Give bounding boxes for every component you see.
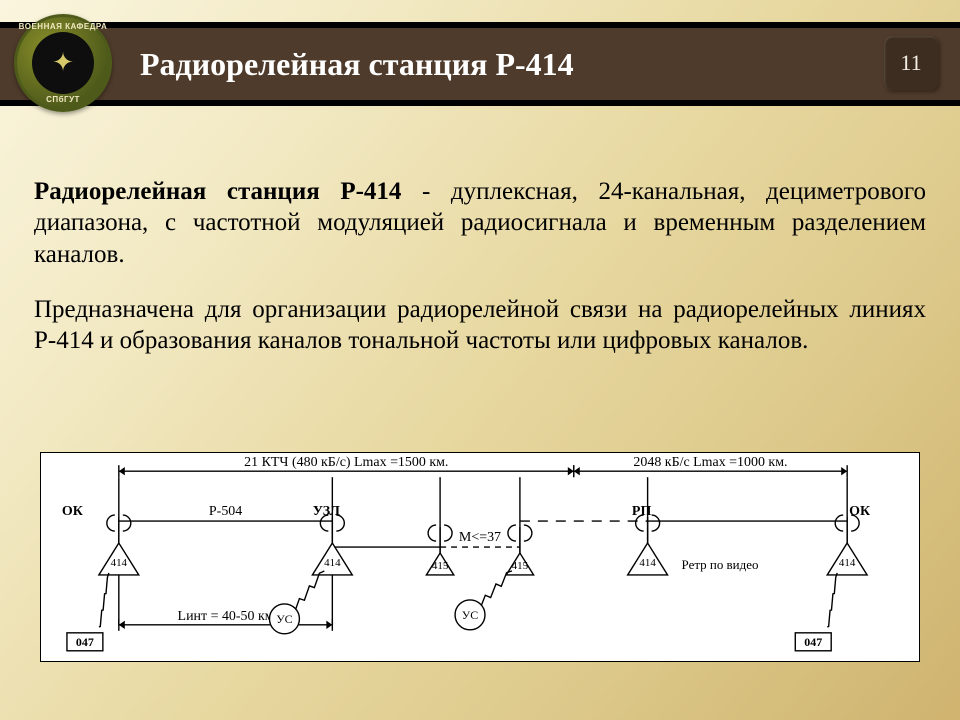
svg-text:414: 414 <box>324 557 341 569</box>
svg-text:21 КТЧ (480 кБ/с) Lmax =15: 21 КТЧ (480 кБ/с) Lmax =1500 км. <box>244 455 448 470</box>
svg-text:РП: РП <box>632 504 652 519</box>
svg-text:2048 кБ/с Lmax =1000 км.: 2048 кБ/с Lmax =1000 км. <box>633 455 787 470</box>
emblem-text-bottom: СПбГУТ <box>17 95 109 104</box>
svg-text:414: 414 <box>839 557 856 569</box>
svg-text:ОК: ОК <box>62 504 83 519</box>
paragraph-1-lead: Радиорелейная станция Р-414 <box>34 178 401 205</box>
paragraph-1: Радиорелейная станция Р-414 - дуплексная… <box>34 176 926 270</box>
svg-text:414: 414 <box>639 557 656 569</box>
svg-text:047: 047 <box>76 635 94 649</box>
emblem-text-top: ВОЕННАЯ КАФЕДРА <box>17 22 109 31</box>
network-diagram: 21 КТЧ (480 кБ/с) Lmax =1500 км. 2048 кБ/… <box>40 452 920 662</box>
svg-text:415: 415 <box>432 560 449 572</box>
svg-text:ОК: ОК <box>849 504 870 519</box>
title-bar-brown: Радиорелейная станция Р-414 <box>0 28 960 100</box>
emblem-badge: ВОЕННАЯ КАФЕДРА ✦ СПбГУТ <box>14 14 112 112</box>
slide: Радиорелейная станция Р-414 11 ВОЕННАЯ К… <box>0 0 960 720</box>
content-text: Радиорелейная станция Р-414 - дуплексная… <box>34 176 926 356</box>
svg-text:УЗЛ: УЗЛ <box>313 504 341 519</box>
paragraph-2: Предназначена для организации радиорелей… <box>34 294 926 357</box>
svg-text:УС: УС <box>462 608 478 622</box>
svg-text:Lинт = 40-50 км: Lинт = 40-50 км <box>178 609 274 624</box>
page-title: Радиорелейная станция Р-414 <box>140 46 574 83</box>
emblem-icon: ✦ <box>32 32 94 94</box>
svg-text:414: 414 <box>111 557 128 569</box>
svg-text:047: 047 <box>804 635 822 649</box>
diagram-svg: 21 КТЧ (480 кБ/с) Lmax =1500 км. 2048 кБ/… <box>41 453 919 661</box>
svg-text:415: 415 <box>512 560 529 572</box>
header: Радиорелейная станция Р-414 11 ВОЕННАЯ К… <box>0 0 960 126</box>
svg-text:УС: УС <box>276 612 292 626</box>
svg-text:М<=37: М<=37 <box>459 530 501 545</box>
svg-text:Ретр по видео: Ретр по видео <box>682 557 759 572</box>
page-number: 11 <box>900 50 921 76</box>
page-number-badge: 11 <box>884 36 938 90</box>
svg-text:Р-504: Р-504 <box>209 504 242 519</box>
